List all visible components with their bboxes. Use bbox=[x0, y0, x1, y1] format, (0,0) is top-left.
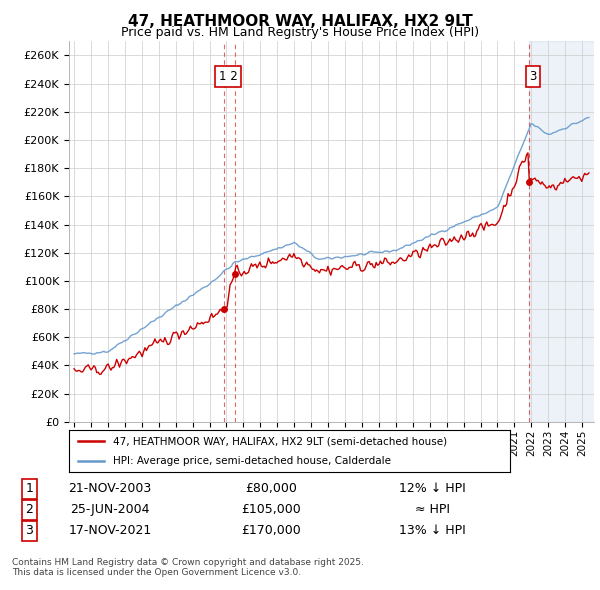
Text: 21-NOV-2003: 21-NOV-2003 bbox=[68, 482, 152, 495]
Text: Contains HM Land Registry data © Crown copyright and database right 2025.
This d: Contains HM Land Registry data © Crown c… bbox=[12, 558, 364, 577]
Text: 47, HEATHMOOR WAY, HALIFAX, HX2 9LT: 47, HEATHMOOR WAY, HALIFAX, HX2 9LT bbox=[128, 14, 472, 29]
Text: £80,000: £80,000 bbox=[245, 482, 297, 495]
Text: 1: 1 bbox=[25, 482, 33, 495]
Text: 17-NOV-2021: 17-NOV-2021 bbox=[68, 525, 152, 537]
Text: 3: 3 bbox=[529, 70, 537, 83]
Text: 25-JUN-2004: 25-JUN-2004 bbox=[70, 503, 149, 516]
Text: 3: 3 bbox=[25, 525, 33, 537]
Text: 13% ↓ HPI: 13% ↓ HPI bbox=[399, 525, 466, 537]
Text: Price paid vs. HM Land Registry's House Price Index (HPI): Price paid vs. HM Land Registry's House … bbox=[121, 26, 479, 39]
Text: 12% ↓ HPI: 12% ↓ HPI bbox=[399, 482, 466, 495]
Text: 2: 2 bbox=[25, 503, 33, 516]
Bar bbox=[529, 41, 596, 422]
Text: ≈ HPI: ≈ HPI bbox=[415, 503, 450, 516]
Text: 1 2: 1 2 bbox=[219, 70, 238, 83]
Text: HPI: Average price, semi-detached house, Calderdale: HPI: Average price, semi-detached house,… bbox=[113, 457, 391, 466]
Text: 47, HEATHMOOR WAY, HALIFAX, HX2 9LT (semi-detached house): 47, HEATHMOOR WAY, HALIFAX, HX2 9LT (sem… bbox=[113, 437, 447, 447]
Text: £170,000: £170,000 bbox=[241, 525, 301, 537]
Text: £105,000: £105,000 bbox=[241, 503, 301, 516]
